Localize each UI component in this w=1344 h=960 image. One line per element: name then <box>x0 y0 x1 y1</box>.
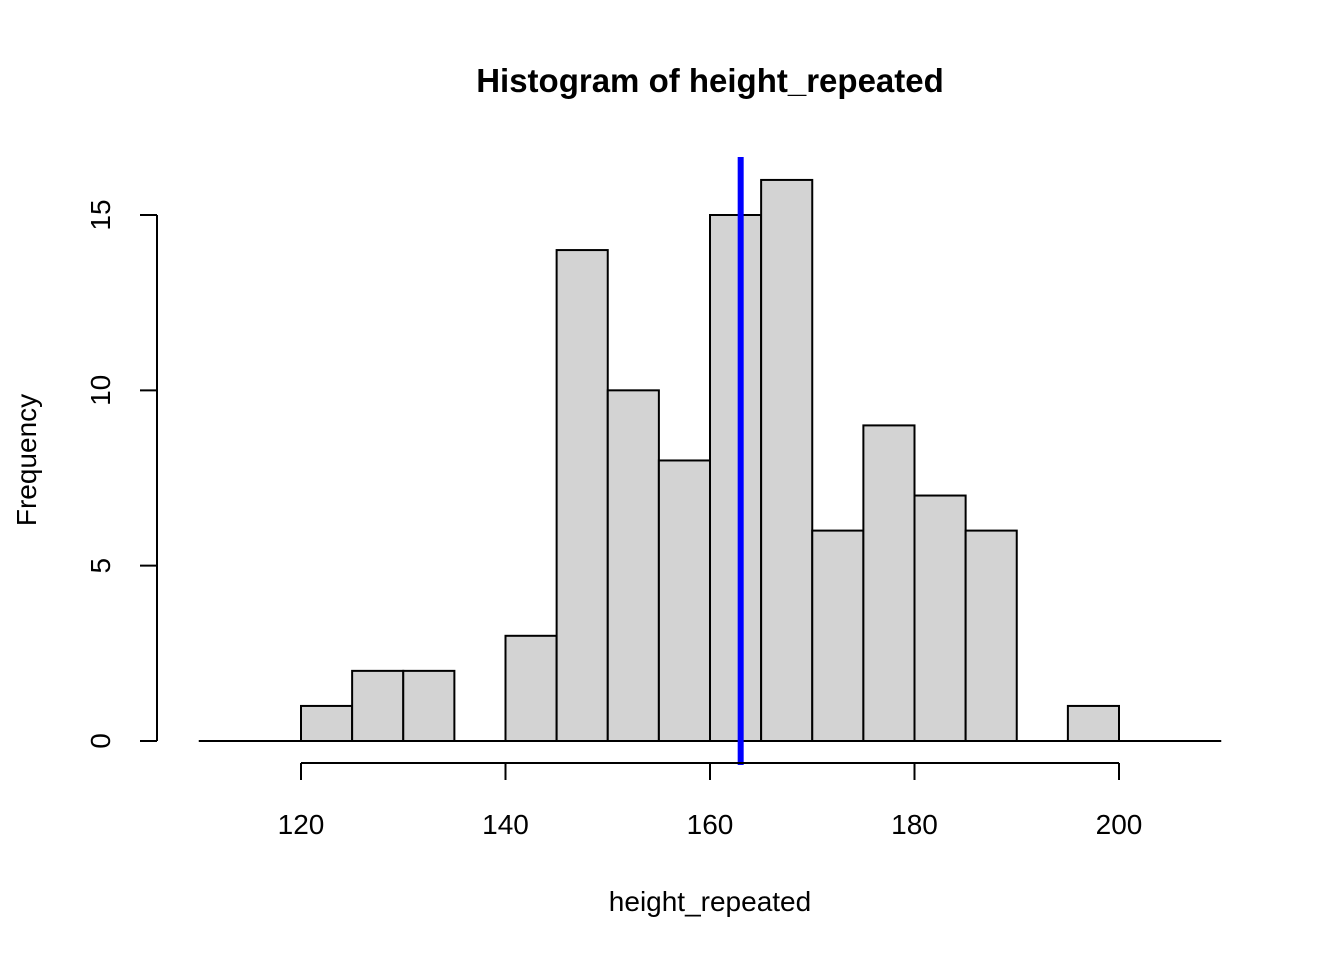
histogram-bar-10 <box>760 178 814 742</box>
histogram-bar-1 <box>300 704 354 743</box>
x-tick-label-140: 140 <box>482 809 529 840</box>
x-tick-label-120: 120 <box>278 809 325 840</box>
x-tick-label-200: 200 <box>1096 809 1143 840</box>
histogram-bar-12 <box>862 424 916 742</box>
histogram-bar-9 <box>709 214 763 742</box>
y-tick-label-15: 15 <box>85 199 116 230</box>
histogram-bar-11 <box>811 529 865 742</box>
histogram-bar-2 <box>351 669 405 742</box>
x-axis-label: height_repeated <box>609 886 811 917</box>
x-axis: 120 140 160 180 200 <box>278 762 1143 840</box>
histogram-bar-8 <box>657 459 711 742</box>
histogram-bar-13 <box>913 494 967 742</box>
y-tick-label-0: 0 <box>85 733 116 749</box>
histogram-bar-14 <box>964 529 1018 742</box>
histogram-bar-3 <box>402 669 456 742</box>
chart-title: Histogram of height_repeated <box>476 62 944 99</box>
y-axis: 0 5 10 15 <box>85 199 158 749</box>
histogram-bar-16 <box>1066 704 1120 743</box>
y-tick-label-10: 10 <box>85 375 116 406</box>
y-axis-label: Frequency <box>11 394 42 526</box>
x-tick-label-180: 180 <box>891 809 938 840</box>
x-tick-label-160: 160 <box>687 809 734 840</box>
histogram-bar-7 <box>606 389 660 742</box>
y-tick-label-5: 5 <box>85 558 116 574</box>
histogram-bars <box>300 178 1120 743</box>
histogram-bar-5 <box>504 634 558 742</box>
histogram-bar-6 <box>555 249 609 742</box>
